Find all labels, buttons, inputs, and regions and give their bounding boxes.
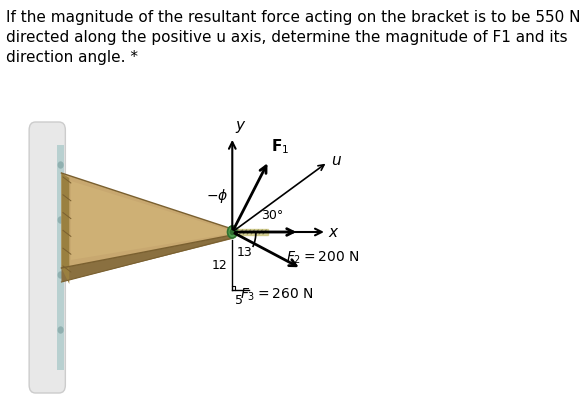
Text: 13: 13 [236,246,252,259]
Text: $u$: $u$ [331,152,342,167]
Text: 5: 5 [235,294,243,307]
Text: $F_2 = 200$ N: $F_2 = 200$ N [286,250,359,266]
Text: $y$: $y$ [235,119,247,135]
Text: $F_3 = 260$ N: $F_3 = 260$ N [240,286,313,303]
Circle shape [58,162,63,168]
Polygon shape [71,181,228,260]
Text: 30°: 30° [262,209,283,222]
Text: 12: 12 [212,259,228,272]
Circle shape [230,229,234,234]
Circle shape [58,272,63,278]
Text: direction angle. *: direction angle. * [6,50,138,65]
Text: $x$: $x$ [328,225,340,240]
Text: $\mathbf{F}_1$: $\mathbf{F}_1$ [271,137,289,156]
FancyBboxPatch shape [29,122,65,393]
Circle shape [228,226,237,238]
Text: If the magnitude of the resultant force acting on the bracket is to be 550 N: If the magnitude of the resultant force … [6,10,581,25]
Circle shape [58,217,63,223]
Polygon shape [232,229,268,235]
Polygon shape [58,145,64,370]
Polygon shape [61,235,232,282]
Circle shape [58,327,63,333]
Polygon shape [61,173,69,284]
Text: directed along the positive u axis, determine the magnitude of F1 and its: directed along the positive u axis, dete… [6,30,568,45]
Polygon shape [61,173,232,268]
Text: $-\phi$: $-\phi$ [206,187,228,205]
